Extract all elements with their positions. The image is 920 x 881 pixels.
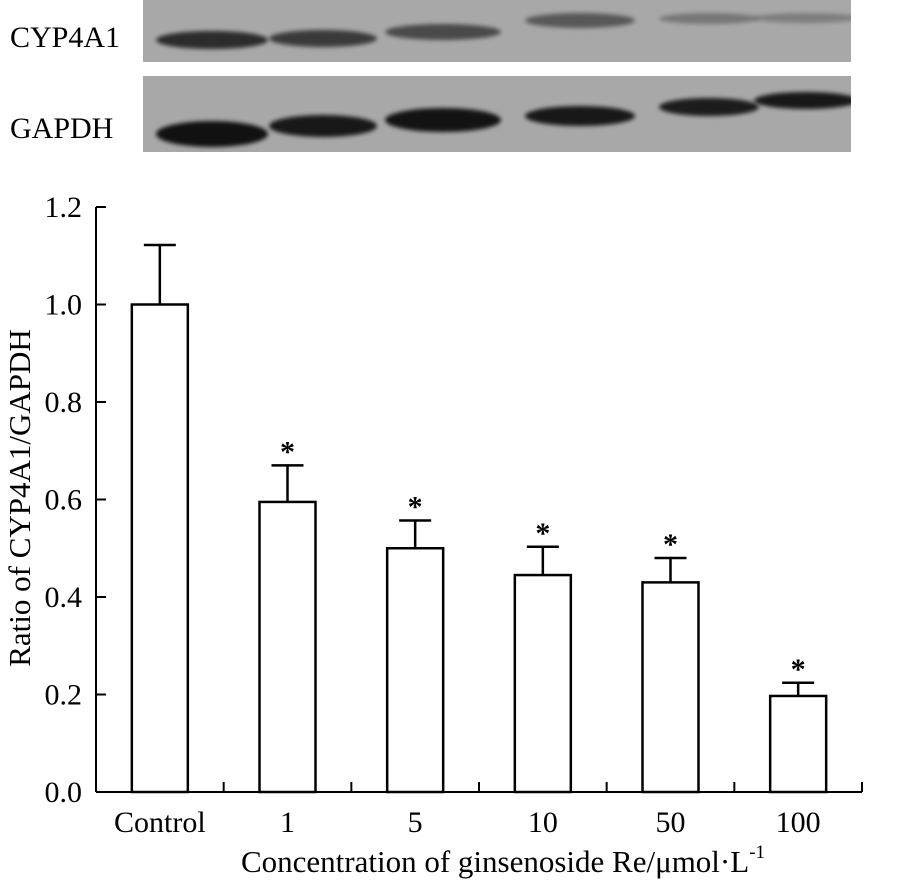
cyp4a1-row-label: CYP4A1 — [10, 21, 121, 54]
x-tick-label: 5 — [408, 806, 423, 839]
y-tick-label: 0.4 — [45, 581, 83, 614]
x-axis: Control 1 5 10 50 100 — [96, 782, 863, 839]
y-axis: 0.0 0.2 0.4 0.6 0.8 1.0 1.2 — [45, 191, 106, 809]
blot-band — [269, 29, 377, 47]
y-tick-label: 0.0 — [45, 776, 83, 809]
bars — [130, 303, 828, 794]
y-tick-label: 1.0 — [45, 289, 83, 322]
bar — [130, 303, 190, 794]
significance-markers: * * * * * — [280, 435, 806, 685]
bar — [768, 694, 828, 794]
blot-band — [525, 12, 635, 28]
significance-star: * — [535, 517, 550, 550]
gapdh-row-label: GAPDH — [10, 112, 114, 145]
blot-band — [525, 106, 635, 126]
significance-star: * — [280, 435, 295, 468]
bar — [641, 581, 700, 794]
blot-band — [156, 121, 268, 147]
x-tick-label: 100 — [776, 806, 821, 839]
y-tick-label: 0.6 — [45, 484, 83, 517]
x-axis-label-main: Concentration of ginsenoside Re/μmol·L — [241, 844, 749, 879]
x-axis-label-superscript: -1 — [749, 842, 765, 863]
blot-band — [659, 98, 759, 116]
bar — [513, 573, 573, 794]
gapdh-blot-strip — [143, 76, 851, 152]
x-tick-label: 50 — [656, 806, 686, 839]
bar — [258, 500, 317, 794]
blot-band — [754, 91, 851, 109]
blot-band — [385, 24, 501, 40]
x-tick-label: 1 — [280, 806, 295, 839]
bar — [385, 547, 445, 794]
blot-band — [269, 115, 377, 137]
x-tick-label: 10 — [528, 806, 558, 839]
blot-band — [754, 13, 851, 23]
blot-band — [156, 31, 268, 49]
y-tick-label: 0.2 — [45, 679, 83, 712]
significance-star: * — [791, 653, 806, 686]
y-axis-label: Ratio of CYP4A1/GAPDH — [2, 329, 37, 667]
y-tick-label: 1.2 — [45, 191, 83, 224]
x-tick-label: Control — [114, 806, 206, 839]
significance-star: * — [408, 490, 423, 523]
error-bars — [143, 243, 815, 696]
blot-band — [385, 108, 501, 132]
y-tick-label: 0.8 — [45, 386, 83, 419]
cyp4a1-blot-strip — [143, 0, 851, 62]
blot-band — [659, 12, 759, 24]
significance-star: * — [663, 528, 678, 561]
x-axis-label: Concentration of ginsenoside Re/μmol·L-1 — [241, 842, 765, 879]
